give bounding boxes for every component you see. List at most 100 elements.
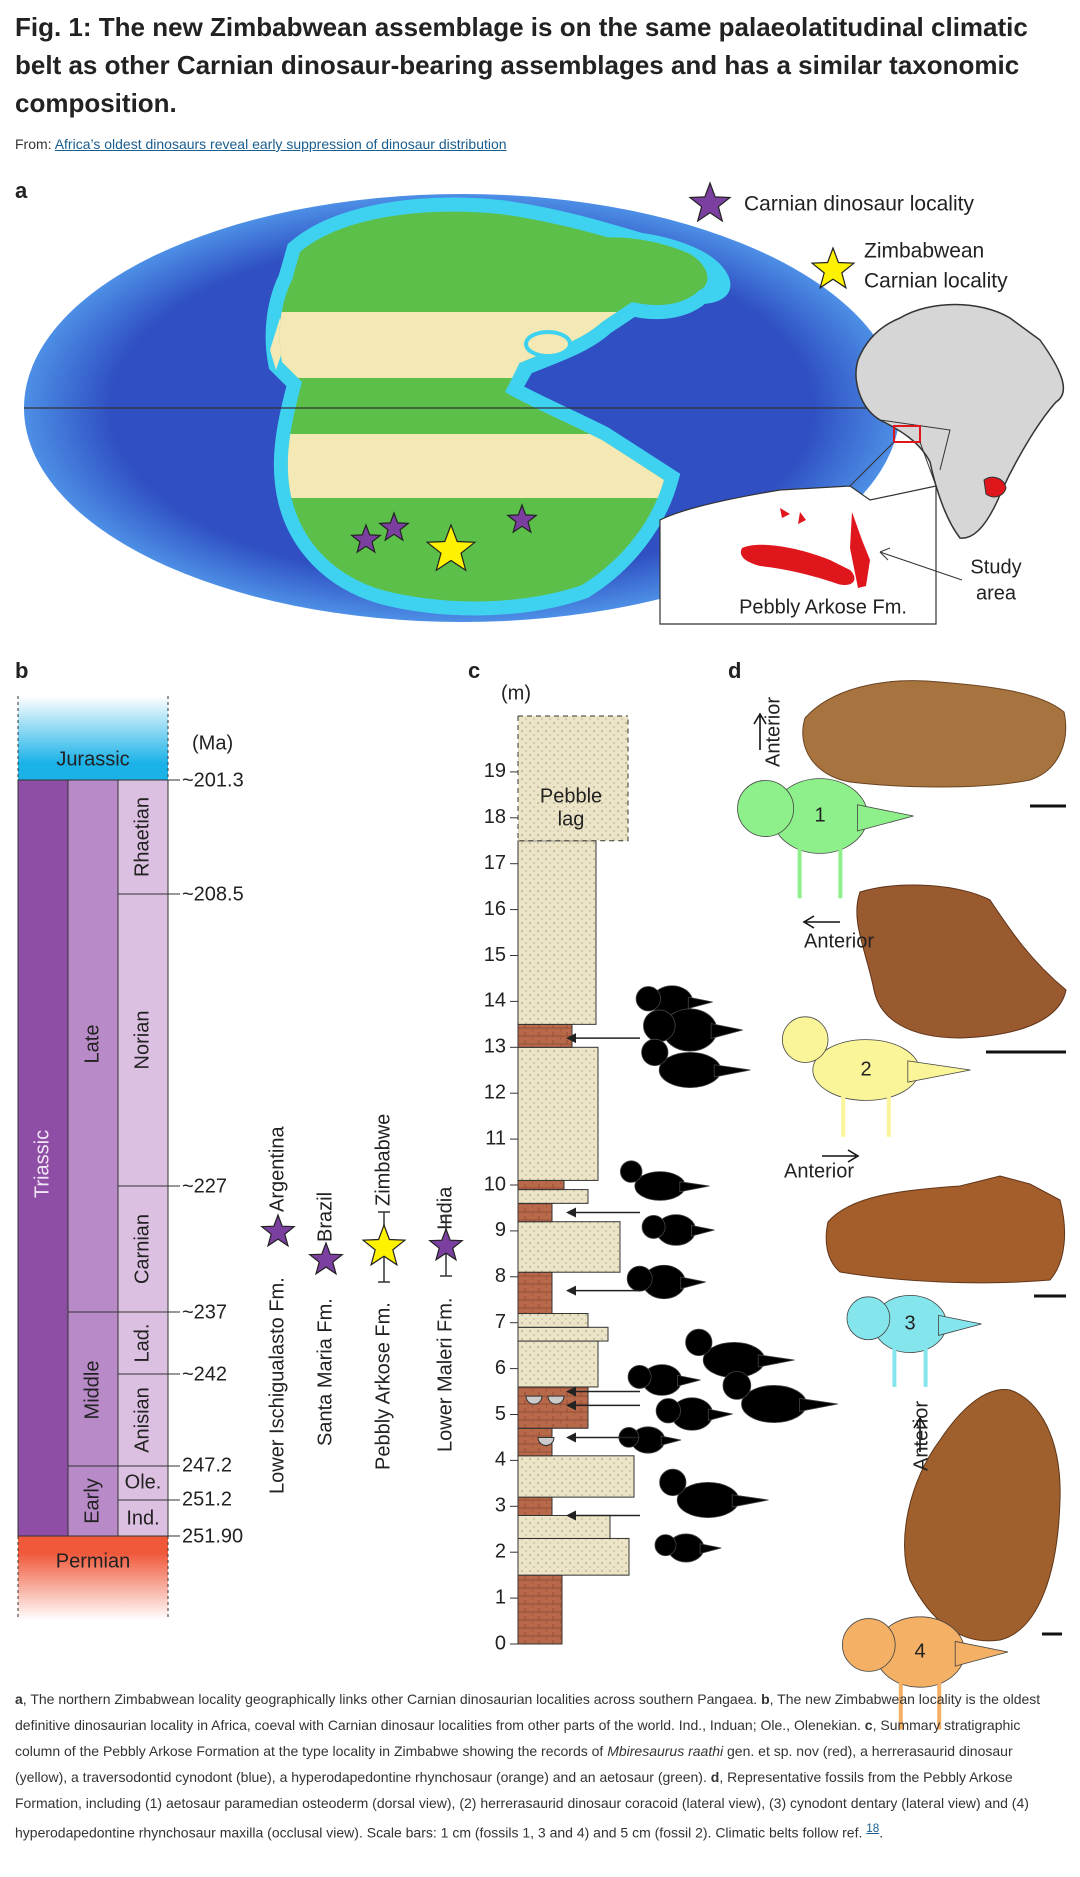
tick-label: 19 — [484, 760, 506, 782]
formation: Lower Maleri Fm. — [434, 1298, 456, 1452]
head — [627, 1364, 652, 1389]
age: 251.90 — [182, 1525, 243, 1547]
legend-text: Carnian locality — [864, 270, 1008, 293]
stage: Rhaetian — [131, 797, 153, 877]
bed — [517, 1313, 589, 1328]
caption-part: gen. et sp. nov (red), a herrerasaurid d… — [15, 1743, 1013, 1785]
age: ~237 — [182, 1301, 227, 1323]
silhouettes: 1 2 3 4 — [737, 778, 1009, 1730]
caption-part: , Representative fossils from the Pebbly… — [15, 1769, 1029, 1841]
period: Triassic — [31, 1130, 53, 1198]
body — [676, 1482, 740, 1519]
pointer-head — [879, 547, 891, 561]
unit: (m) — [501, 682, 531, 704]
legend-text: Zimbabwean — [864, 240, 984, 263]
bed — [517, 1179, 565, 1191]
stage — [117, 893, 169, 1187]
tail — [677, 1374, 701, 1387]
stage — [117, 1465, 169, 1501]
head — [626, 1265, 653, 1292]
head — [782, 1016, 829, 1063]
tick-label: 3 — [495, 1495, 506, 1517]
caption-part: , The northern Zimbabwean locality geogr… — [22, 1691, 762, 1707]
direction-arrow — [753, 712, 927, 1452]
stage: Lad. — [131, 1324, 153, 1363]
bed — [517, 1340, 599, 1388]
caption-part: b — [761, 1691, 770, 1707]
country: Brazil — [314, 1192, 336, 1242]
bed — [517, 1271, 553, 1315]
africa — [659, 303, 1065, 625]
caption-part: c — [864, 1717, 873, 1733]
tick-label: 11 — [485, 1127, 506, 1149]
bed — [517, 1046, 599, 1181]
tail — [710, 1023, 743, 1039]
head — [635, 986, 661, 1012]
head — [655, 1398, 681, 1424]
tick-label: 7 — [495, 1311, 506, 1333]
region — [983, 476, 1007, 498]
reference-link[interactable]: 18 — [866, 1822, 880, 1835]
head — [620, 1160, 643, 1183]
stage — [117, 1373, 169, 1467]
tail — [857, 804, 914, 832]
age: ~208.5 — [182, 883, 244, 905]
africa-outline — [855, 303, 1065, 539]
timescale — [17, 696, 180, 1620]
fossil-photo — [802, 680, 1067, 788]
head — [654, 1534, 677, 1557]
tail — [679, 1181, 710, 1193]
legs — [892, 1346, 928, 1387]
caption-part: Mbiresaurus raathi — [607, 1743, 724, 1759]
epoch: Middle — [81, 1361, 103, 1420]
label: Pebble — [540, 785, 602, 807]
label: Pebbly Arkose Fm. — [739, 596, 907, 618]
tail — [731, 1494, 769, 1508]
source-link[interactable]: Africa’s oldest dinosaurs reveal early s… — [54, 136, 507, 152]
age: 247.2 — [182, 1454, 232, 1476]
head — [737, 780, 795, 837]
fossil-photo — [825, 1175, 1066, 1284]
fossil-number: 1 — [814, 804, 825, 826]
epoch — [67, 779, 119, 1313]
tick-label: 4 — [495, 1449, 506, 1471]
tail — [907, 1060, 971, 1083]
tail — [757, 1354, 795, 1368]
head — [641, 1214, 666, 1239]
star — [361, 1223, 407, 1267]
age: ~242 — [182, 1363, 227, 1385]
bed — [517, 840, 597, 1025]
caption-part: , Summary stratigraphic column of the Pe… — [15, 1717, 1021, 1759]
unit: (Ma) — [192, 732, 233, 754]
tail — [687, 996, 713, 1010]
caption-part: , The new Zimbabwean locality is the old… — [15, 1691, 1041, 1733]
age: 251.2 — [182, 1488, 232, 1510]
formation: Pebbly Arkose Fm. — [372, 1302, 394, 1470]
tail — [680, 1276, 706, 1290]
bed — [517, 1221, 621, 1273]
island — [524, 330, 572, 358]
tick-label: 2 — [495, 1540, 506, 1562]
caption-part: a — [15, 1691, 23, 1707]
legs — [841, 1094, 891, 1137]
fossil-number: 2 — [860, 1058, 871, 1080]
stage: Norian — [131, 1011, 153, 1070]
fossil-photo — [904, 1389, 1061, 1642]
stage — [117, 1311, 169, 1375]
arrow-head — [566, 1285, 576, 1296]
tail — [938, 1314, 982, 1336]
legs — [797, 845, 843, 899]
tick-label: 17 — [484, 852, 506, 874]
caption-part: d — [710, 1769, 720, 1785]
arrow-head — [566, 1033, 576, 1044]
fossil-number: 4 — [914, 1640, 925, 1662]
border — [879, 419, 951, 471]
tick-label: 15 — [484, 944, 506, 966]
country: Argentina — [266, 1126, 288, 1212]
clast — [537, 1436, 555, 1446]
tail — [699, 1543, 722, 1555]
head — [643, 1009, 676, 1043]
formation: Santa Maria Fm. — [314, 1298, 336, 1446]
head — [659, 1468, 687, 1497]
